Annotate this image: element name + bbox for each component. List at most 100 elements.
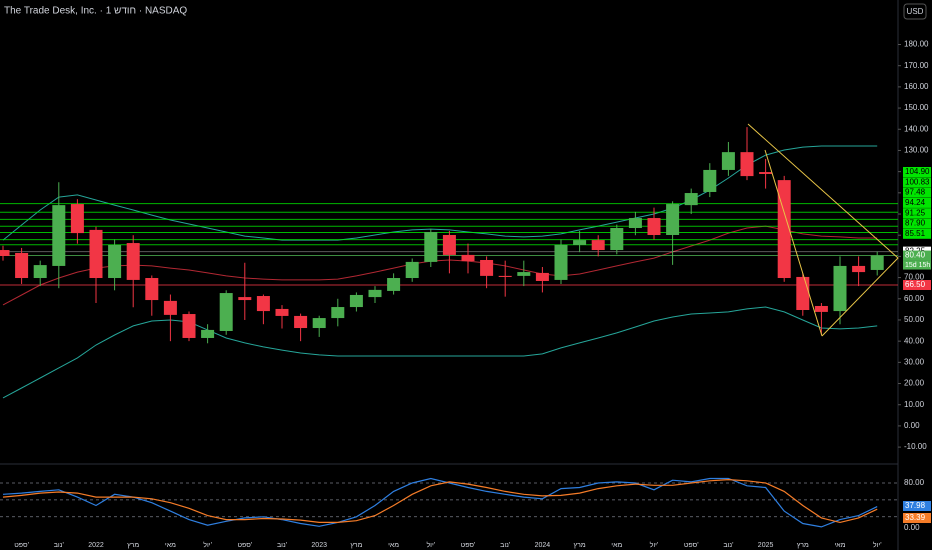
candle-body xyxy=(777,180,791,279)
candle-body xyxy=(70,204,84,234)
candle-body xyxy=(740,152,754,177)
candle-body xyxy=(312,318,326,329)
candle-body xyxy=(461,254,475,262)
x-tick-label: ספט' xyxy=(461,542,476,549)
oscillator: 0.00 80.00 xyxy=(0,477,925,532)
x-tick-label: יול' xyxy=(650,541,659,549)
candle-body xyxy=(591,240,605,251)
candle-body xyxy=(52,205,66,266)
y-tick-label: 10.00 xyxy=(904,400,925,409)
level-label-bg xyxy=(903,187,931,198)
candle-body xyxy=(554,244,568,280)
candle-body xyxy=(684,193,698,206)
osc-value-bg xyxy=(903,513,931,523)
x-tick-label: נוב' xyxy=(500,542,510,549)
candle-body xyxy=(405,261,419,279)
osc-line xyxy=(2,478,878,524)
y-tick-label: 150.00 xyxy=(904,103,929,112)
x-tick-label: 2024 xyxy=(535,542,551,549)
candle-body xyxy=(275,308,289,316)
currency-button[interactable] xyxy=(903,3,927,20)
osc-tick-label: 0.00 xyxy=(904,523,920,532)
currency-label[interactable]: USD xyxy=(907,7,924,16)
candle-body xyxy=(721,152,735,170)
osc-value-bg xyxy=(903,501,931,511)
x-tick-label: מרץ xyxy=(797,542,809,549)
x-tick-label: יול' xyxy=(873,541,882,549)
candle-body xyxy=(573,240,587,245)
x-tick-label: יול' xyxy=(426,541,435,549)
y-tick-label: -10.00 xyxy=(904,442,927,451)
candle-body xyxy=(349,294,363,308)
osc-value-label: 33.39 xyxy=(905,513,926,522)
candle-body xyxy=(480,260,494,276)
x-tick-label: מרץ xyxy=(127,542,139,549)
candle-body xyxy=(15,253,29,279)
countdown: 15d 15h xyxy=(905,262,930,269)
x-tick-label: 2025 xyxy=(758,542,774,549)
candle-body xyxy=(442,234,456,255)
candle-body xyxy=(610,228,624,251)
candle-body xyxy=(387,278,401,291)
candle-body xyxy=(294,315,308,329)
level-label-bg xyxy=(903,177,931,188)
candle-body xyxy=(145,278,159,301)
x-tick-label: 2022 xyxy=(88,542,104,549)
x-tick-label: 2023 xyxy=(311,542,327,549)
candle-body xyxy=(33,265,47,279)
candle-body xyxy=(870,255,884,270)
candle-body xyxy=(517,272,531,276)
candles xyxy=(0,127,884,344)
candle-body xyxy=(628,218,642,229)
x-tick-label: מרץ xyxy=(574,542,586,549)
candle-body xyxy=(647,218,661,235)
candle-body xyxy=(0,250,10,256)
y-tick-label: 160.00 xyxy=(904,82,929,91)
x-tick-label: ספט' xyxy=(237,542,252,549)
level-label-bg xyxy=(903,228,931,239)
candle-body xyxy=(238,297,252,301)
candle-body xyxy=(666,204,680,235)
y-tick-label: 20.00 xyxy=(904,379,925,388)
y-tick-label: 40.00 xyxy=(904,336,925,345)
candle-body xyxy=(108,244,122,279)
level-label: 85.51 xyxy=(905,229,926,238)
x-tick-label: מאי xyxy=(388,542,399,549)
y-tick-label: 30.00 xyxy=(904,357,925,366)
candle-body xyxy=(424,232,438,262)
x-tick-label: נוב' xyxy=(723,542,733,549)
candle-body xyxy=(498,275,512,277)
candle-body xyxy=(852,265,866,273)
level-label-bg xyxy=(903,250,931,261)
level-label-bg xyxy=(903,167,931,177)
x-tick-label: ספט' xyxy=(14,542,29,549)
candle-body xyxy=(89,229,103,279)
osc-tick-label: 80.00 xyxy=(904,478,925,487)
level-label: 80.40 xyxy=(905,251,926,260)
candle-body xyxy=(163,300,177,315)
level-label-bg xyxy=(903,218,931,229)
candle-body xyxy=(833,265,847,312)
y-tick-label: 180.00 xyxy=(904,40,929,49)
osc-value-label: 37.98 xyxy=(905,501,926,510)
level-label: 104.90 xyxy=(905,167,930,176)
level-label: 91.25 xyxy=(905,208,926,217)
y-tick-label: 50.00 xyxy=(904,315,925,324)
x-tick-label: מאי xyxy=(611,542,622,549)
candle-body xyxy=(331,307,345,319)
candle-body xyxy=(368,289,382,298)
y-tick-label: 130.00 xyxy=(904,146,929,155)
candle-body xyxy=(535,272,549,281)
level-label: 66.50 xyxy=(905,280,926,289)
x-tick-label: מאי xyxy=(834,542,845,549)
candle-body xyxy=(759,172,773,174)
y-tick-label: 70.00 xyxy=(904,273,925,282)
y-tick-label: 170.00 xyxy=(904,61,929,70)
x-tick-label: יול' xyxy=(203,541,212,549)
chart-title: The Trade Desk, Inc. · 1 חודש · NASDAQ xyxy=(4,6,187,17)
band-upper xyxy=(2,145,878,241)
candle-body xyxy=(256,296,270,312)
y-tick-label: 140.00 xyxy=(904,124,929,133)
